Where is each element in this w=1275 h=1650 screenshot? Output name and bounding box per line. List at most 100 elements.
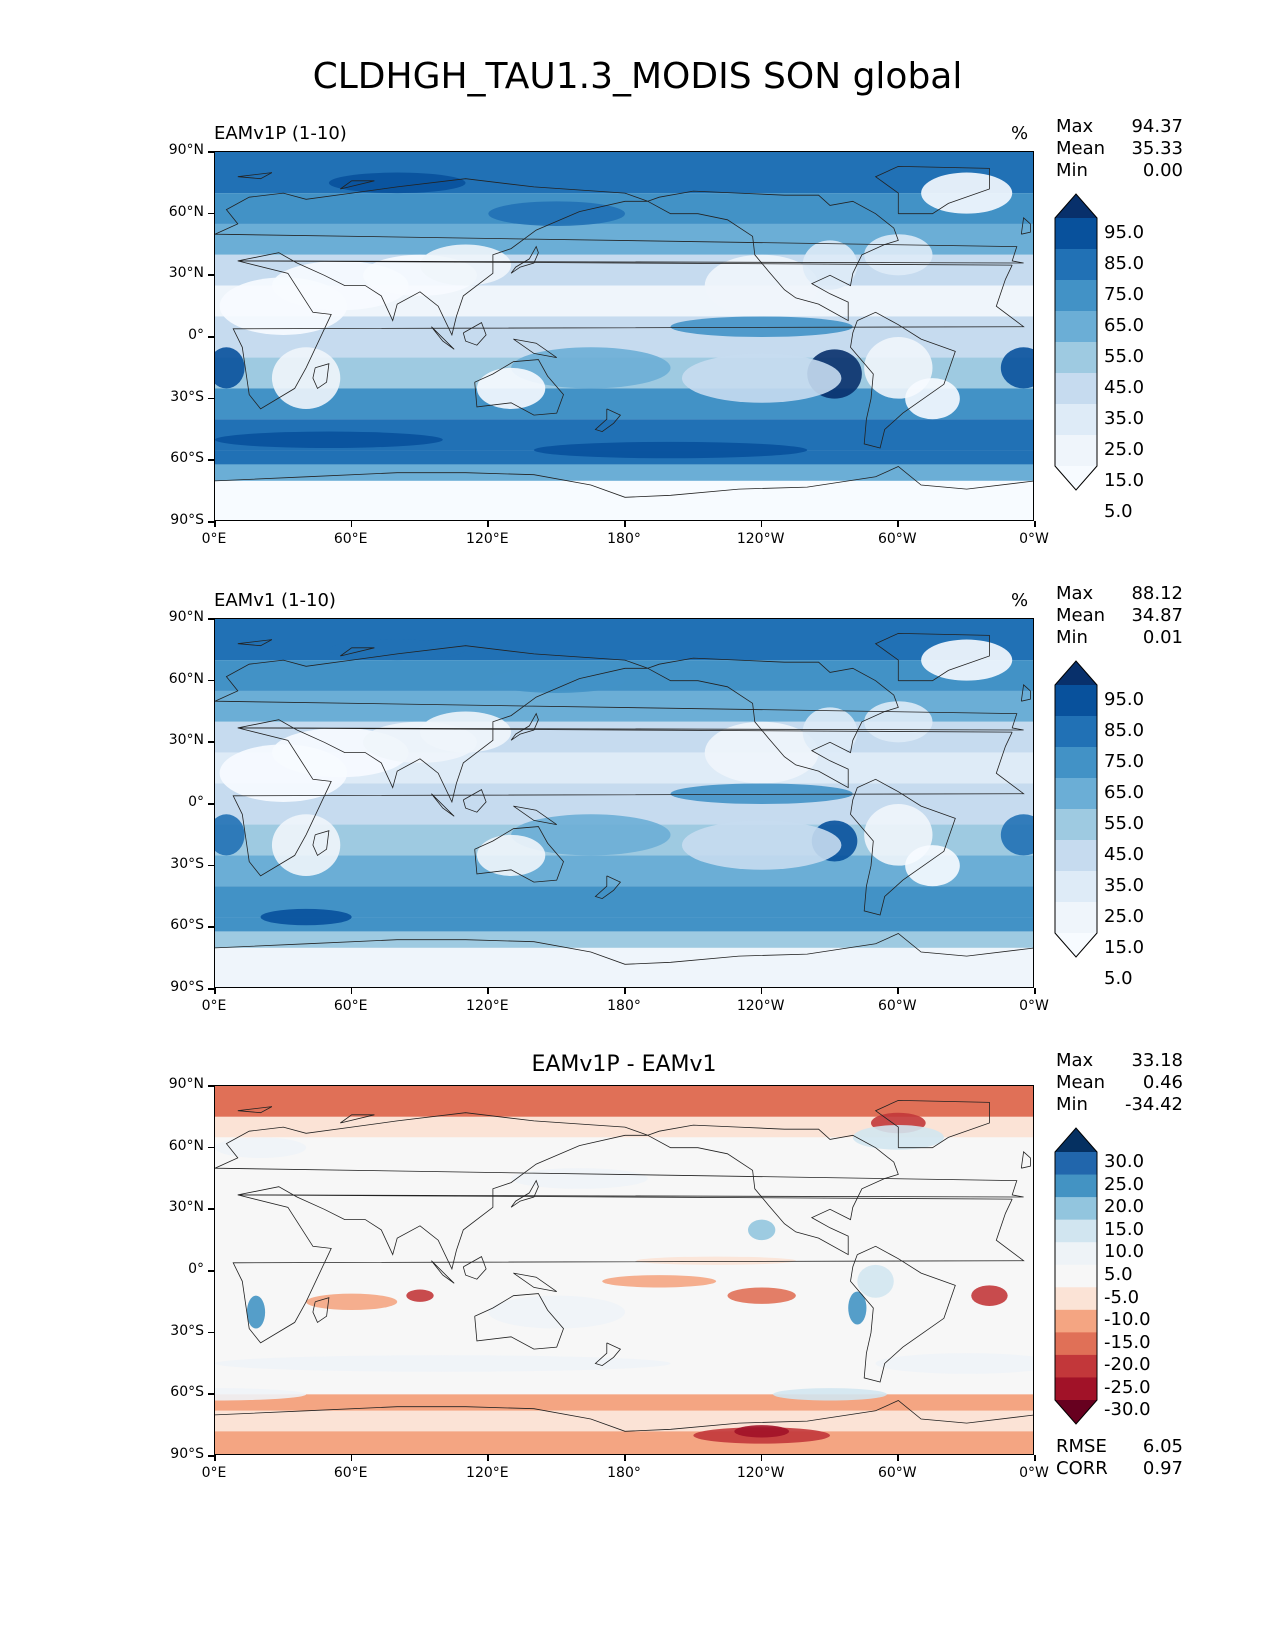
colorbar-tick-label: 15.0 (1104, 469, 1145, 491)
field-region (670, 783, 853, 804)
lat-tick (208, 618, 214, 620)
field-region (734, 1425, 790, 1438)
panel-1-stats: Max 94.37 Mean 35.33 Min 0.00 (1056, 116, 1183, 182)
panel-2-title: EAMv1 (1-10) (214, 590, 336, 611)
lon-tick-label: 60°E (333, 1465, 368, 1481)
colorbar-segment (1055, 342, 1097, 374)
coastline (232, 260, 1025, 410)
lat-tick (208, 336, 214, 338)
colorbar-extend-max (1055, 194, 1097, 218)
colorbar-graphic (1054, 660, 1098, 958)
lon-tick (1034, 988, 1036, 994)
lon-tick (487, 988, 489, 994)
lat-tick (208, 1208, 214, 1210)
stat-value: 34.87 (1131, 605, 1183, 626)
field-band (215, 464, 1033, 481)
colorbar-tick-label: 25.0 (1104, 905, 1145, 927)
field-region (488, 668, 625, 693)
stat-value: 35.33 (1131, 138, 1183, 159)
field-region (215, 347, 245, 389)
field-region (921, 639, 1013, 681)
coastline (340, 647, 375, 657)
colorbar-outline (1054, 193, 1098, 491)
lon-tick (350, 521, 353, 527)
field-region (476, 834, 546, 876)
colorbar-tick-label: 25.0 (1104, 1173, 1145, 1195)
colorbar-tick-label: 35.0 (1104, 874, 1145, 896)
coastline (431, 326, 455, 350)
colorbar-segment (1055, 435, 1097, 467)
stat-label: Min (1056, 1094, 1088, 1115)
field-region (704, 254, 819, 317)
colorbar-tick-label: 75.0 (1104, 750, 1145, 772)
lat-tick (208, 803, 214, 805)
field-region (420, 711, 512, 753)
coastline (340, 1114, 375, 1124)
field-region (971, 1285, 1008, 1306)
colorbar-segment (1055, 1264, 1097, 1288)
colorbar-segment (1055, 1354, 1097, 1378)
coastline (232, 1194, 1025, 1344)
panel-3-stats: Max 33.18 Mean 0.46 Min -34.42 (1056, 1050, 1183, 1116)
colorbar-tick-label: 55.0 (1104, 345, 1145, 367)
lat-tick (208, 274, 214, 276)
colorbar-tick-label: -15.0 (1104, 1331, 1151, 1353)
field-region (670, 316, 853, 337)
stat-label: Mean (1056, 138, 1106, 159)
stat-label: Mean (1056, 1072, 1106, 1093)
lon-tick (760, 1455, 763, 1461)
colorbar-tick-label: 25.0 (1104, 438, 1145, 460)
panel-2-stats: Max 88.12 Mean 34.87 Min 0.01 (1056, 583, 1183, 649)
field-band (215, 1086, 1033, 1117)
colorbar-tick-label: -30.0 (1104, 1399, 1151, 1421)
colorbar-tick-label: 15.0 (1104, 1218, 1145, 1240)
colorbar-tick-label: 55.0 (1104, 812, 1145, 834)
field-band (215, 193, 1033, 224)
lat-tick-label: 60°N (168, 1137, 204, 1154)
field-region (602, 1275, 717, 1288)
colorbar-segment (1055, 218, 1097, 250)
lat-tick-label: 30°N (168, 265, 204, 282)
colorbar-tick-label: 65.0 (1104, 781, 1145, 803)
lon-tick (214, 988, 216, 994)
colorbar-tick-label: 65.0 (1104, 314, 1145, 336)
colorbar-segment (1055, 1242, 1097, 1266)
lon-tick (897, 521, 899, 527)
colorbar-tick-label: 5.0 (1104, 967, 1133, 989)
field-region (328, 639, 466, 661)
lon-tick-label: 180° (607, 1465, 641, 1481)
lon-tick-label: 0°E (201, 531, 227, 547)
colorbar-segment (1055, 1287, 1097, 1311)
coastline (237, 172, 273, 180)
coastline (431, 1260, 455, 1284)
coastline (474, 1293, 564, 1350)
coastline (510, 712, 539, 741)
colorbar-segment (1055, 280, 1097, 312)
field-region (681, 353, 842, 403)
colorbar-tick-label: -20.0 (1104, 1354, 1151, 1376)
colorbar-segment (1055, 840, 1097, 872)
colorbar-segment (1055, 778, 1097, 810)
colorbar-outline (1054, 660, 1098, 958)
stat-value: 94.37 (1131, 116, 1183, 137)
stat-value: 0.46 (1142, 1072, 1183, 1093)
field-region (215, 814, 245, 856)
coastline (594, 1342, 622, 1367)
lat-tick-label: 30°S (170, 388, 204, 405)
coastline (474, 359, 564, 416)
coastline (215, 178, 1024, 337)
lon-tick (350, 1455, 353, 1461)
field-region (848, 1291, 867, 1325)
field-region (875, 1353, 1033, 1374)
lat-tick-label: 90°S (170, 1446, 204, 1462)
panel-2-units: % (1011, 590, 1029, 611)
stat-label: Max (1056, 1050, 1094, 1071)
map-field (215, 1086, 1033, 1454)
coastline (513, 338, 557, 358)
lon-tick-label: 180° (607, 531, 641, 547)
lon-tick (897, 988, 899, 994)
lon-tick-label: 0°W (1019, 1465, 1049, 1481)
lat-tick (208, 926, 214, 928)
coastline (513, 805, 557, 825)
coastline (340, 180, 375, 190)
